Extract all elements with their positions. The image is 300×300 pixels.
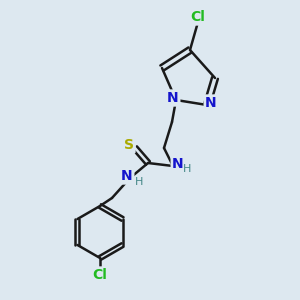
Text: N: N: [205, 96, 217, 110]
Text: H: H: [135, 177, 143, 187]
Text: H: H: [183, 164, 191, 174]
Text: N: N: [172, 157, 184, 171]
Text: S: S: [124, 138, 134, 152]
Text: N: N: [121, 169, 133, 183]
Text: N: N: [167, 91, 179, 105]
Text: Cl: Cl: [93, 268, 107, 282]
Text: Cl: Cl: [190, 10, 206, 24]
